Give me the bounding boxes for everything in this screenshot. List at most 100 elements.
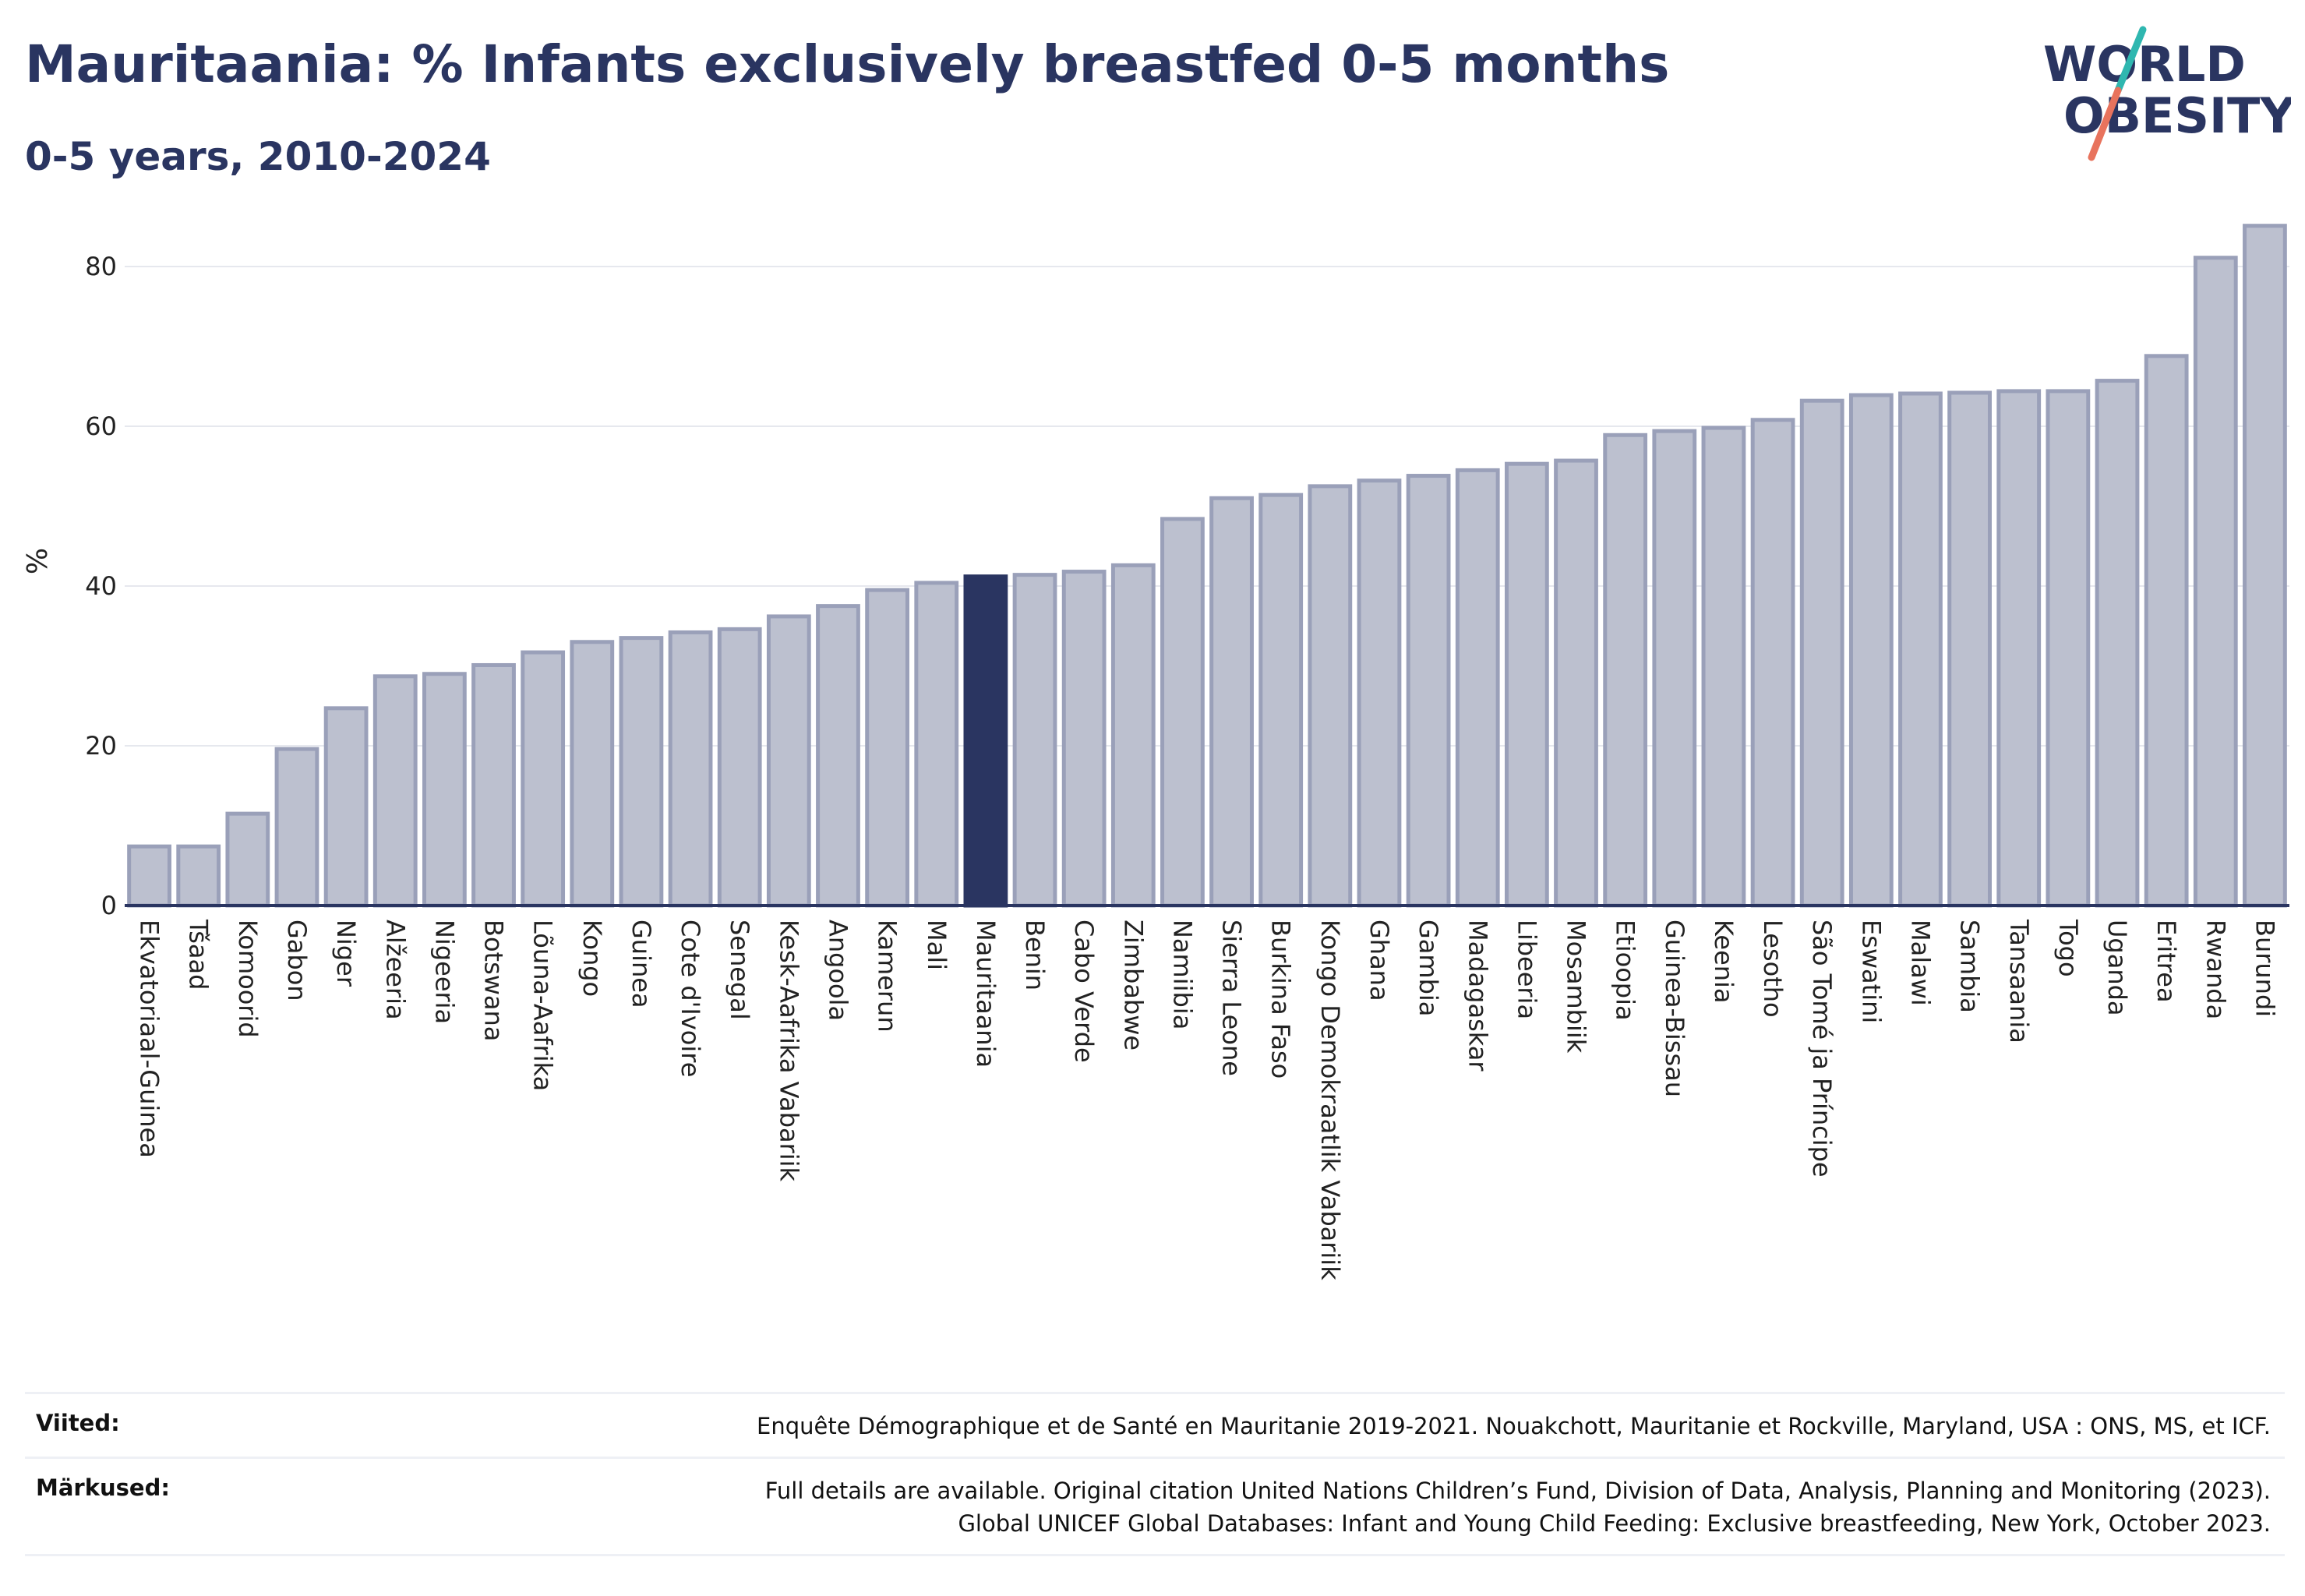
- x-tick-label: Nigeeria: [429, 920, 459, 1024]
- x-tick-label: Cabo Verde: [1069, 920, 1099, 1063]
- bar: [766, 614, 811, 908]
- x-tick-label: Ghana: [1364, 920, 1394, 1001]
- x-tick-label: Mauritaania: [971, 920, 1001, 1068]
- x-tick-label: Botswana: [479, 920, 509, 1041]
- bar: [1947, 390, 1992, 908]
- x-tick-label: Guinea: [627, 920, 656, 1008]
- notes-line-1: Full details are available. Original cit…: [764, 1478, 2271, 1504]
- chart-subtitle: 0-5 years, 2010-2024: [25, 134, 491, 179]
- bar-chart: 0 20 40 60 80 % Ekvatoriaal-Guinea Tšaad Komoo…: [22, 224, 2289, 1280]
- x-tick-label: Mali: [922, 920, 951, 970]
- x-tick-label: Gabon: [282, 920, 312, 1001]
- x-tick-label: Eswatini: [1856, 920, 1886, 1023]
- bar: [521, 650, 566, 908]
- y-tick-label: 20: [85, 731, 117, 761]
- bar: [372, 674, 418, 908]
- bar: [1406, 474, 1451, 908]
- bar: [2095, 379, 2140, 908]
- bar: [1012, 573, 1057, 908]
- bar: [570, 640, 615, 908]
- bar: [865, 588, 909, 908]
- notes-text: Full details are available. Original cit…: [765, 1474, 2271, 1540]
- x-tick-label: Burkina Faso: [1266, 920, 1296, 1079]
- logo-slash-coral: [2088, 87, 2122, 161]
- x-tick-label: Lõuna-Aafrika: [528, 920, 558, 1091]
- footer: Viited: Enquête Démographique et de Sant…: [25, 1392, 2285, 1556]
- x-tick-label: Lesotho: [1758, 920, 1788, 1018]
- footer-sources-row: Viited: Enquête Démographique et de Sant…: [25, 1392, 2285, 1457]
- x-tick-label: Rwanda: [2201, 920, 2230, 1019]
- y-axis-ticks: 0 20 40 60 80: [85, 252, 117, 920]
- bar: [2046, 389, 2091, 908]
- x-tick-label: São Tomé ja Príncipe: [1807, 920, 1837, 1178]
- x-tick-label: Mosambiik: [1562, 920, 1591, 1054]
- bar: [1061, 570, 1107, 908]
- bar: [717, 627, 762, 908]
- bar: [668, 630, 713, 908]
- x-tick-label: Malawi: [1905, 920, 1935, 1006]
- x-tick-label: Kesk-Aafrika Vabariik: [774, 920, 803, 1182]
- x-tick-label: Cote d'Ivoire: [676, 920, 705, 1077]
- bar: [176, 844, 221, 908]
- x-tick-label: Kongo: [577, 920, 607, 997]
- bar: [1750, 418, 1795, 908]
- notes-line-2: Global UNICEF Global Databases: Infant a…: [958, 1510, 2271, 1537]
- x-tick-label: Gambia: [1414, 920, 1443, 1016]
- chart-title: Mauritaania: % Infants exclusively breas…: [25, 34, 1670, 94]
- bar: [471, 662, 516, 908]
- x-tick-label: Ekvatoriaal-Guinea: [135, 920, 164, 1158]
- bar: [1603, 433, 1648, 908]
- bar: [1209, 496, 1254, 908]
- world-obesity-logo: WORLD OBESITY: [2043, 26, 2291, 161]
- bar: [1160, 517, 1205, 908]
- sources-text: Enquête Démographique et de Santé en Mau…: [757, 1413, 2271, 1439]
- x-tick-label: Sambia: [1955, 920, 1985, 1013]
- bar: [914, 581, 959, 908]
- x-tick-label: Namiibia: [1167, 920, 1197, 1029]
- footer-notes-row: Märkused: Full details are available. Or…: [25, 1457, 2285, 1556]
- x-tick-label: Togo: [2053, 919, 2083, 977]
- bar-highlighted: [963, 574, 1008, 908]
- x-tick-label: Etioopia: [1611, 920, 1640, 1021]
- bar: [1652, 429, 1697, 908]
- x-axis-ticks: Ekvatoriaal-Guinea Tšaad Komoorid Gabon Nige…: [135, 919, 2280, 1280]
- bar: [127, 844, 171, 908]
- y-tick-label: 60: [85, 411, 117, 441]
- x-tick-label: Kamerun: [873, 920, 902, 1033]
- bars: [127, 224, 2287, 908]
- bar: [1701, 425, 1746, 908]
- x-tick-label: Guinea-Bissau: [1660, 920, 1689, 1097]
- x-tick-label: Alžeeria: [380, 920, 410, 1020]
- bar: [274, 747, 319, 908]
- x-tick-label: Uganda: [2102, 920, 2132, 1016]
- x-tick-label: Kongo Demokraatlik Vabariik: [1315, 920, 1345, 1280]
- x-tick-label: Sierra Leone: [1217, 920, 1247, 1076]
- bar: [1799, 398, 1844, 908]
- x-tick-label: Burundi: [2250, 920, 2279, 1017]
- bar: [2193, 256, 2238, 908]
- bar: [816, 604, 860, 908]
- x-tick-label: Angoola: [823, 920, 852, 1021]
- bar: [1308, 484, 1353, 908]
- sources-label: Viited:: [36, 1410, 120, 1436]
- x-tick-label: Komoorid: [233, 920, 263, 1038]
- y-tick-label: 0: [101, 891, 117, 920]
- x-tick-label: Keenia: [1709, 920, 1738, 1004]
- notes-label: Märkused:: [36, 1474, 170, 1501]
- bar: [1848, 393, 1894, 908]
- y-axis-label: %: [22, 548, 54, 574]
- logo-text-line1: WORLD: [2043, 36, 2246, 93]
- bar: [323, 706, 369, 908]
- y-tick-label: 40: [85, 571, 117, 601]
- x-tick-label: Madagaskar: [1463, 920, 1492, 1072]
- bar: [619, 636, 664, 908]
- bar: [1898, 391, 1943, 908]
- x-tick-label: Tansaania: [2004, 919, 2034, 1043]
- x-tick-label: Zimbabwe: [1118, 920, 1148, 1050]
- bar: [1357, 478, 1402, 908]
- bar: [1996, 389, 2042, 908]
- bar: [1455, 468, 1500, 908]
- bar: [1258, 493, 1304, 908]
- x-tick-label: Tšaad: [184, 919, 214, 990]
- bar: [2144, 354, 2189, 908]
